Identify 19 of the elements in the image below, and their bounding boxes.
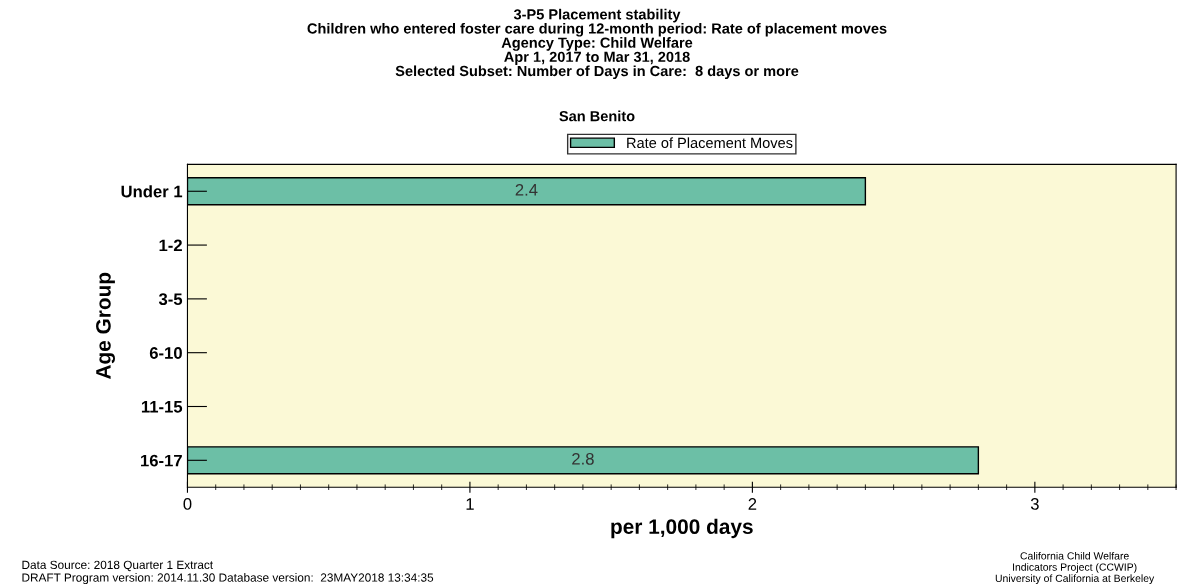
y-tick-label: 3-5	[158, 293, 183, 306]
data-label: 2.8	[572, 452, 594, 465]
chart-subtitle: San Benito	[559, 110, 635, 122]
text: California Child Welfare Indicators Project (CCWIP) University of California at Berkeley	[995, 551, 1155, 585]
y-tick-label: 11-15	[141, 401, 183, 413]
y-tick-label: 16-17	[141, 454, 182, 467]
x-tick-label: 0	[183, 498, 192, 510]
y-tick-label: Under 1	[121, 185, 183, 198]
y-tick-label: 1-2	[159, 239, 182, 252]
x-tick-label: 3	[1030, 498, 1039, 510]
source-note: Data Source: 2018 Quarter 1 Extract DRAFT Program version: 2014.11.30 Database version: 23MAY2018 13:34:35	[22, 560, 434, 585]
y-tick-label: 6-10	[149, 347, 182, 359]
x-axis-title: per 1,000 days	[611, 518, 753, 539]
x-tick-label: 1	[466, 498, 474, 510]
legend-label: Rate of Placement Moves	[627, 137, 793, 149]
x-tick-label: 2	[748, 498, 757, 510]
y-axis-title: Age Group	[96, 272, 115, 380]
data-label: 2.4	[515, 183, 538, 196]
chart-title: 3-P5 Placement stability Children who entered foster care during 12-month period: Rate of placement moves Agency Type: Child Welfare Apr 1, 2017 to Mar 31, 2018 Selected Subset: Number of Days in Care: 8 days or more	[307, 8, 887, 80]
